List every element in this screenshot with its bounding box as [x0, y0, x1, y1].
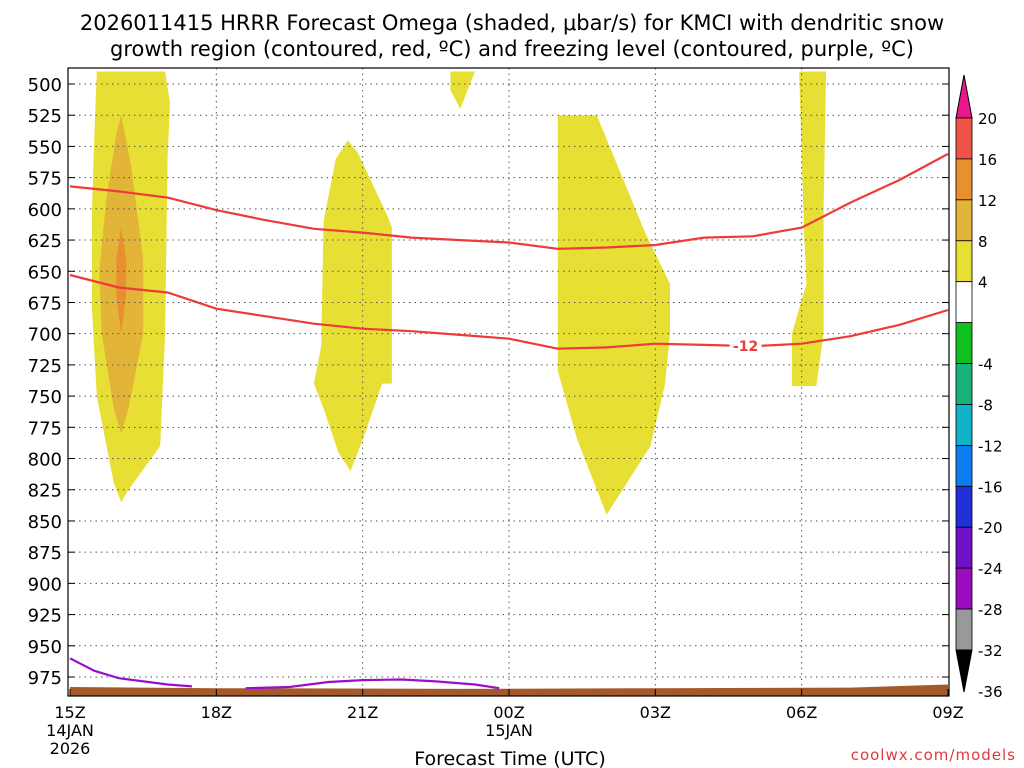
- credit-link[interactable]: coolwx.com/models: [851, 746, 1016, 764]
- colorbar-segment-4: [955, 281, 973, 324]
- y-tick-label-8: 700: [28, 325, 62, 346]
- omega-region-3: [450, 71, 475, 109]
- x-tick-label-4: 03Z: [640, 703, 671, 722]
- colorbar-segment-1: [955, 158, 973, 201]
- colorbar-label-7: -12: [978, 437, 1003, 455]
- dgz-label-bg: [729, 337, 762, 355]
- colorbar-segment-11: [955, 567, 973, 610]
- plot-area: -12: [67, 67, 950, 697]
- freezing-contour-0: [69, 657, 192, 688]
- y-tick-label-4: 600: [28, 200, 62, 221]
- colorbar-label-8: -16: [978, 478, 1003, 496]
- dgz-contour-0: [69, 152, 949, 250]
- colorbar-segment-8: [955, 444, 973, 487]
- colorbar-label-9: -20: [978, 519, 1003, 537]
- colorbar-label-5: -4: [978, 356, 993, 374]
- y-tick-label-18: 950: [28, 637, 62, 658]
- colorbar-label-4: 4: [978, 274, 988, 292]
- omega-shading: [92, 71, 827, 515]
- x-tick-label-2: 21Z: [347, 703, 378, 722]
- freezing-contour-1: [245, 678, 500, 690]
- chart-title-line2: growth region (contoured, red, ºC) and f…: [110, 37, 914, 61]
- colorbar: 20 16 12 8 4 -4 -8 -12 -16 -20 -24 -28 -32 -36: [955, 74, 1003, 701]
- x-tick-sublabel-0: 14JAN: [46, 721, 94, 740]
- y-tick-label-14: 850: [28, 512, 62, 533]
- omega-region-2: [116, 227, 127, 334]
- y-tick-label-1: 525: [28, 106, 62, 127]
- colorbar-bottom-arrow: [955, 649, 973, 693]
- y-tick-label-12: 800: [28, 450, 62, 471]
- colorbar-segment-2: [955, 199, 973, 242]
- contour-layer: -12: [69, 152, 949, 690]
- x-tick-label-5: 06Z: [786, 703, 817, 722]
- y-tick-label-2: 550: [28, 137, 62, 158]
- x-tick-label-3: 00Z: [493, 703, 524, 722]
- x-tick-year-label-0: 2026: [50, 739, 91, 758]
- y-tick-label-19: 975: [28, 668, 62, 689]
- colorbar-label-12: -32: [978, 642, 1003, 660]
- y-tick-label-0: 500: [28, 75, 62, 96]
- y-tick-label-11: 775: [28, 418, 62, 439]
- x-tick-label-1: 18Z: [201, 703, 232, 722]
- colorbar-segment-3: [955, 240, 973, 283]
- y-axis: 500 525 550 575 600 625 650 675 700 725 750 775 800 8…: [28, 75, 949, 689]
- colorbar-segment-6: [955, 363, 973, 405]
- y-tick-label-5: 625: [28, 231, 62, 252]
- grid-lines: [68, 68, 949, 696]
- y-tick-label-16: 900: [28, 574, 62, 595]
- x-tick-label-0: 15Z: [54, 703, 85, 722]
- dgz-contour-1: [69, 273, 949, 350]
- omega-region-5: [557, 115, 670, 515]
- colorbar-label-10: -24: [978, 560, 1003, 578]
- x-tick-label-6: 09Z: [932, 703, 963, 722]
- colorbar-segment-12: [955, 608, 973, 651]
- x-tick-sublabel-3: 15JAN: [485, 721, 533, 740]
- colorbar-label-13: -36: [978, 683, 1003, 701]
- colorbar-label-1: 16: [978, 151, 997, 169]
- colorbar-segment-5: [955, 322, 973, 364]
- dgz-contour-label: -12: [733, 339, 758, 355]
- colorbar-label-2: 12: [978, 192, 997, 210]
- x-axis-label: Forecast Time (UTC): [414, 748, 605, 768]
- chart-title-line1: 2026011415 HRRR Forecast Omega (shaded, …: [80, 11, 944, 35]
- y-tick-label-15: 875: [28, 543, 62, 564]
- y-tick-label-17: 925: [28, 606, 62, 627]
- colorbar-segment-9: [955, 485, 973, 528]
- y-tick-label-13: 825: [28, 481, 62, 502]
- y-tick-label-7: 675: [28, 293, 62, 314]
- colorbar-label-11: -28: [978, 601, 1003, 619]
- colorbar-label-0: 20: [978, 110, 997, 128]
- omega-region-6: [791, 71, 827, 387]
- colorbar-label-6: -8: [978, 396, 993, 414]
- omega-region-4: [313, 140, 392, 471]
- y-tick-label-3: 575: [28, 169, 62, 190]
- y-tick-label-9: 725: [28, 356, 62, 377]
- y-tick-label-10: 750: [28, 387, 62, 408]
- colorbar-segment-7: [955, 404, 973, 446]
- colorbar-segment-0: [955, 117, 973, 160]
- colorbar-label-3: 8: [978, 233, 988, 251]
- colorbar-segment-10: [955, 526, 973, 569]
- y-tick-label-6: 650: [28, 262, 62, 283]
- colorbar-top-arrow: [955, 74, 973, 119]
